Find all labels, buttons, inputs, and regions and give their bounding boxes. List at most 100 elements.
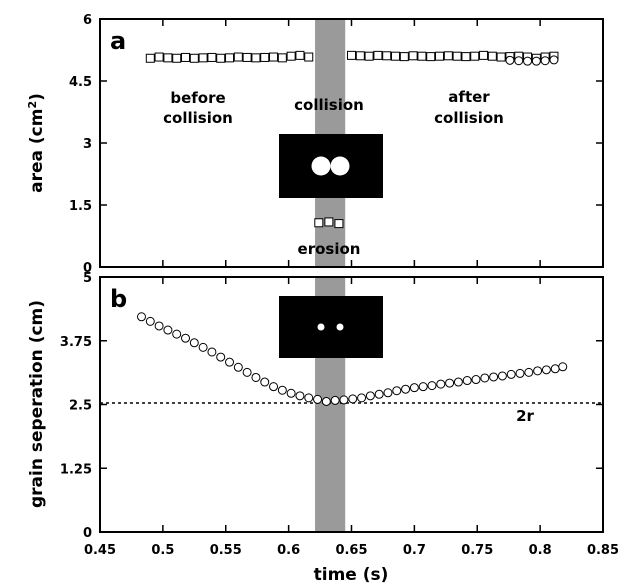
data-point-circle bbox=[233, 362, 243, 372]
y-tick-label: 3 bbox=[83, 137, 92, 152]
data-point-square bbox=[233, 52, 243, 62]
data-point-square bbox=[216, 53, 226, 63]
data-point-circle bbox=[348, 394, 358, 404]
annotation-before-line2: collision bbox=[163, 109, 233, 127]
data-point-square bbox=[417, 51, 427, 61]
data-point-circle bbox=[401, 384, 411, 394]
data-point-circle bbox=[260, 377, 270, 387]
panel-b-x-axis: 0.45 0.5 0.55 0.6 0.65 0.7 0.75 0.8 0.85 bbox=[84, 277, 619, 558]
data-point-circle bbox=[480, 373, 490, 383]
annotation-collision: collision bbox=[294, 96, 364, 114]
x-tick-label: 0.45 bbox=[84, 543, 116, 558]
y-tick-label: 1.25 bbox=[60, 462, 92, 477]
data-point-circle bbox=[163, 325, 173, 335]
inset-grain-left bbox=[311, 156, 331, 176]
data-point-circle bbox=[409, 383, 419, 393]
data-point-square bbox=[181, 52, 191, 62]
data-point-circle bbox=[330, 395, 340, 405]
x-tick-label: 0.75 bbox=[461, 543, 493, 558]
data-point-square bbox=[435, 51, 445, 61]
data-point-square bbox=[189, 53, 199, 63]
panel-a-points bbox=[145, 50, 559, 229]
data-point-square bbox=[251, 53, 261, 63]
data-point-circle bbox=[339, 395, 349, 405]
annotation-after-line1: after bbox=[448, 88, 490, 106]
data-point-square bbox=[487, 51, 497, 61]
data-point-square bbox=[373, 50, 383, 60]
data-point-circle bbox=[531, 56, 541, 66]
data-point-circle bbox=[489, 372, 499, 382]
data-point-circle bbox=[313, 394, 323, 404]
data-point-circle bbox=[506, 369, 516, 379]
data-point-circle bbox=[189, 338, 199, 348]
data-point-circle bbox=[198, 342, 208, 352]
data-point-square bbox=[461, 52, 471, 62]
panel-b-y-axis: 0 1.25 2.5 3.75 5 bbox=[60, 271, 603, 541]
data-point-circle bbox=[216, 352, 226, 362]
data-point-square bbox=[172, 53, 182, 63]
data-point-square bbox=[443, 51, 453, 61]
data-point-square bbox=[154, 52, 164, 62]
x-tick-label: 0.8 bbox=[529, 543, 552, 558]
panel-a-inset-two-grains bbox=[279, 134, 383, 198]
data-point-circle bbox=[549, 55, 559, 65]
panel-b: 01.252.53.755 0.45 0.5 0.55 0.6 0.65 0.7 0.75 0… bbox=[27, 271, 619, 585]
inset-dot-right bbox=[336, 323, 344, 331]
data-point-circle bbox=[136, 312, 146, 322]
data-point-circle bbox=[524, 367, 534, 377]
panel-b-inset-two-grains bbox=[279, 296, 383, 358]
y-tick-label: 5 bbox=[83, 271, 92, 286]
panel-a-y-axis-label: area (cm2) bbox=[26, 93, 48, 193]
data-point-circle bbox=[277, 385, 287, 395]
data-point-circle bbox=[418, 382, 428, 392]
data-point-circle bbox=[436, 379, 446, 389]
data-point-square bbox=[198, 53, 208, 63]
y-tick-label: 1.5 bbox=[69, 199, 92, 214]
x-axis-label: time (s) bbox=[314, 565, 389, 585]
data-point-circle bbox=[515, 368, 525, 378]
annotation-after-line2: collision bbox=[434, 109, 504, 127]
data-point-square bbox=[382, 51, 392, 61]
y-tick-label: 0 bbox=[83, 526, 92, 541]
data-point-square bbox=[242, 52, 252, 62]
data-point-square bbox=[225, 53, 235, 63]
data-point-square bbox=[269, 52, 279, 62]
data-point-square bbox=[391, 51, 401, 61]
data-point-circle bbox=[392, 386, 402, 396]
panel-a: 0 1.5 3 4.5 6 a before collision collision a… bbox=[26, 13, 604, 276]
data-point-circle bbox=[286, 388, 296, 398]
data-point-circle bbox=[304, 393, 314, 403]
data-point-square bbox=[334, 219, 344, 229]
data-point-square bbox=[479, 50, 489, 60]
data-point-square bbox=[304, 52, 314, 62]
data-point-circle bbox=[523, 56, 533, 66]
data-point-square bbox=[207, 52, 217, 62]
data-point-circle bbox=[383, 388, 393, 398]
inset-dot-left bbox=[317, 323, 325, 331]
data-point-square bbox=[426, 52, 436, 62]
two-r-label: 2r bbox=[516, 407, 534, 425]
x-tick-label: 0.7 bbox=[403, 543, 426, 558]
data-point-square bbox=[347, 50, 356, 60]
data-point-circle bbox=[427, 381, 437, 391]
data-point-square bbox=[145, 53, 155, 63]
data-point-square bbox=[295, 50, 305, 60]
data-point-circle bbox=[207, 347, 217, 357]
data-point-circle bbox=[550, 364, 560, 374]
y-tick-label: 0 bbox=[83, 261, 92, 276]
data-point-circle bbox=[445, 378, 455, 388]
data-point-square bbox=[277, 53, 287, 63]
data-point-circle bbox=[242, 367, 252, 377]
x-tick-label: 0.5 bbox=[151, 543, 174, 558]
data-point-circle bbox=[497, 371, 507, 381]
data-point-square bbox=[408, 51, 418, 61]
panel-a-y-axis: 0 1.5 3 4.5 6 bbox=[69, 13, 604, 276]
panel-a-letter: a bbox=[110, 27, 126, 55]
data-point-square bbox=[452, 51, 462, 61]
data-point-circle bbox=[154, 321, 164, 331]
annotation-before-line1: before bbox=[170, 89, 225, 107]
data-point-square bbox=[314, 218, 324, 228]
data-point-square bbox=[470, 51, 480, 61]
data-point-circle bbox=[251, 372, 261, 382]
data-point-circle bbox=[357, 393, 367, 403]
